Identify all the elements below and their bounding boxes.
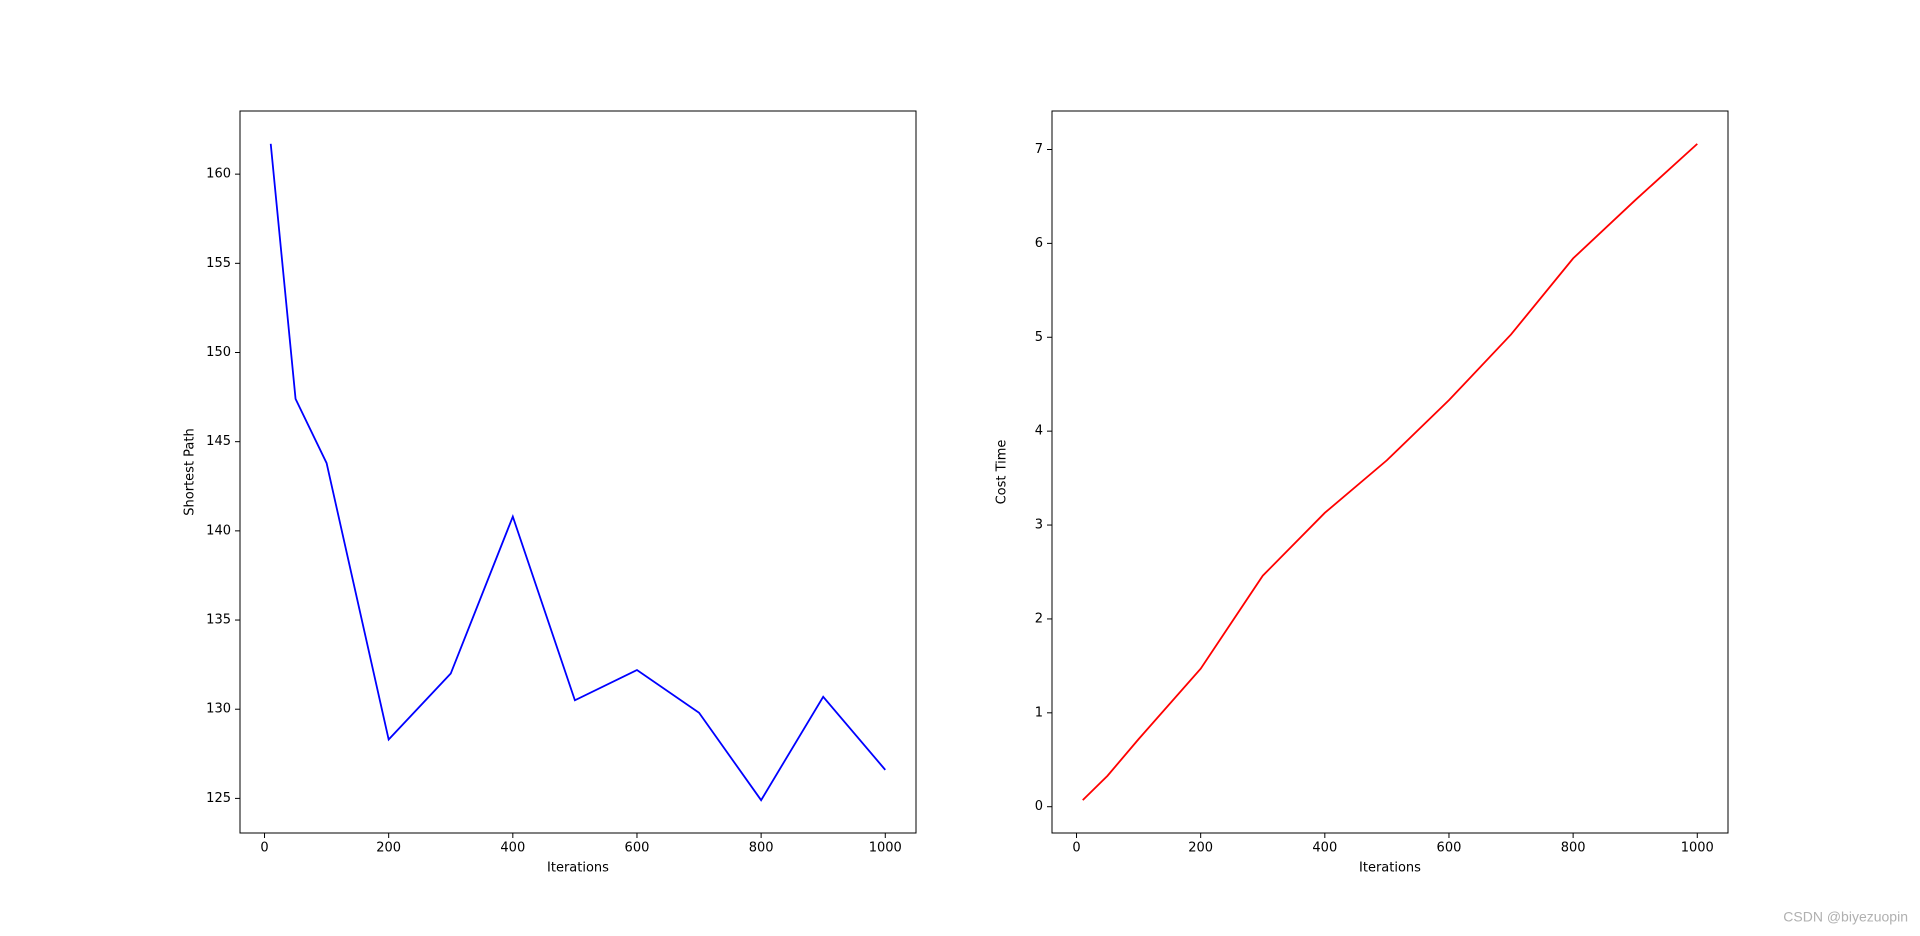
y-tick-label: 4: [1035, 424, 1043, 439]
y-tick-label: 145: [206, 434, 231, 449]
y-tick-label: 3: [1035, 518, 1043, 533]
y-tick-label: 2: [1035, 611, 1043, 626]
x-tick-label: 200: [1188, 841, 1213, 856]
line: [269, 143, 886, 802]
plot-frame: [1051, 110, 1729, 834]
y-tick-label: 1: [1035, 705, 1043, 720]
watermark: CSDN @biyezuopin: [1783, 909, 1908, 925]
x-tick-label: 200: [376, 841, 401, 856]
x-tick-label: 400: [500, 841, 525, 856]
y-tick-label: 125: [206, 791, 231, 806]
y-tick-label: 7: [1035, 142, 1043, 157]
x-tick-label: 400: [1312, 841, 1337, 856]
line: [1082, 143, 1698, 801]
x-axis-label: Iterations: [547, 861, 609, 876]
x-tick-label: 1000: [1681, 841, 1714, 856]
x-tick-label: 0: [260, 841, 268, 856]
y-axis-label: Cost Time: [995, 440, 1010, 505]
y-tick-label: 130: [206, 702, 231, 717]
y-tick-label: 155: [206, 256, 231, 271]
x-axis-label: Iterations: [1359, 861, 1421, 876]
y-tick-label: 5: [1035, 330, 1043, 345]
x-tick-label: 800: [1561, 841, 1586, 856]
plot-frame: [239, 110, 917, 834]
y-axis-label: Shortest Path: [183, 428, 198, 515]
y-tick-label: 6: [1035, 236, 1043, 251]
x-tick-label: 1000: [869, 841, 902, 856]
y-tick-label: 0: [1035, 799, 1043, 814]
x-tick-label: 0: [1072, 841, 1080, 856]
y-tick-label: 140: [206, 523, 231, 538]
x-tick-label: 800: [749, 841, 774, 856]
y-tick-label: 150: [206, 345, 231, 360]
y-tick-label: 135: [206, 613, 231, 628]
y-tick-label: 160: [206, 167, 231, 182]
x-tick-label: 600: [1437, 841, 1462, 856]
x-tick-label: 600: [625, 841, 650, 856]
